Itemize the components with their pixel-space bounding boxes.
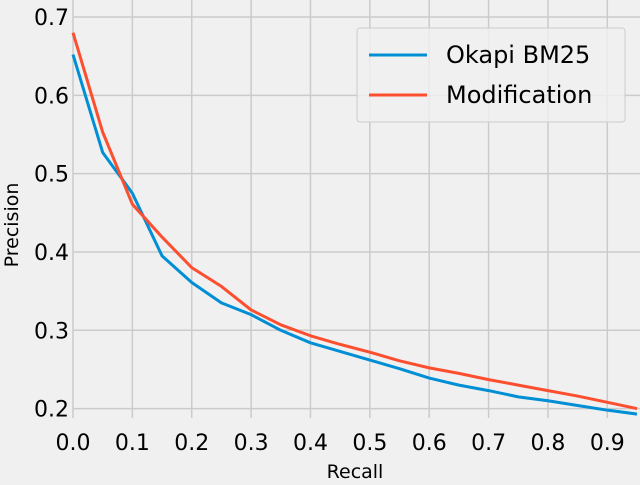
y-tick-label: 0.7 — [34, 6, 69, 31]
x-tick-label: 0.7 — [471, 431, 506, 456]
series-line-okapi-bm25 — [71, 54, 638, 416]
x-tick-label: 0.9 — [590, 431, 625, 456]
x-tick-label: 0.3 — [234, 431, 269, 456]
legend-label-modification: Modification — [446, 81, 592, 109]
legend: Okapi BM25 Modification — [356, 27, 626, 123]
x-tick-label: 0.1 — [115, 431, 150, 456]
x-tick-label: 0.0 — [56, 431, 91, 456]
x-tick-label: 0.2 — [174, 431, 209, 456]
y-tick-label: 0.2 — [34, 398, 69, 423]
x-axis-label: Recall — [327, 461, 384, 480]
series-layer — [71, 32, 638, 416]
series-line-modification — [71, 32, 638, 411]
y-axis-label: Precision — [1, 183, 23, 268]
legend-box — [356, 27, 626, 123]
x-tick-label: 0.8 — [530, 431, 565, 456]
legend-label-okapi-bm25: Okapi BM25 — [446, 41, 590, 69]
y-tick-label: 0.3 — [34, 319, 69, 344]
y-tick-label: 0.6 — [34, 84, 69, 109]
x-tick-label: 0.6 — [412, 431, 447, 456]
y-tick-label: 0.5 — [34, 163, 69, 188]
x-tick-label: 0.5 — [352, 431, 387, 456]
x-tick-label: 0.4 — [293, 431, 328, 456]
tick-labels: 0.0 0.1 0.2 0.3 0.4 0.5 0.6 0.7 0.8 0.9 0.2 0.3 0.4 0… — [34, 6, 625, 456]
y-tick-label: 0.4 — [34, 241, 69, 266]
